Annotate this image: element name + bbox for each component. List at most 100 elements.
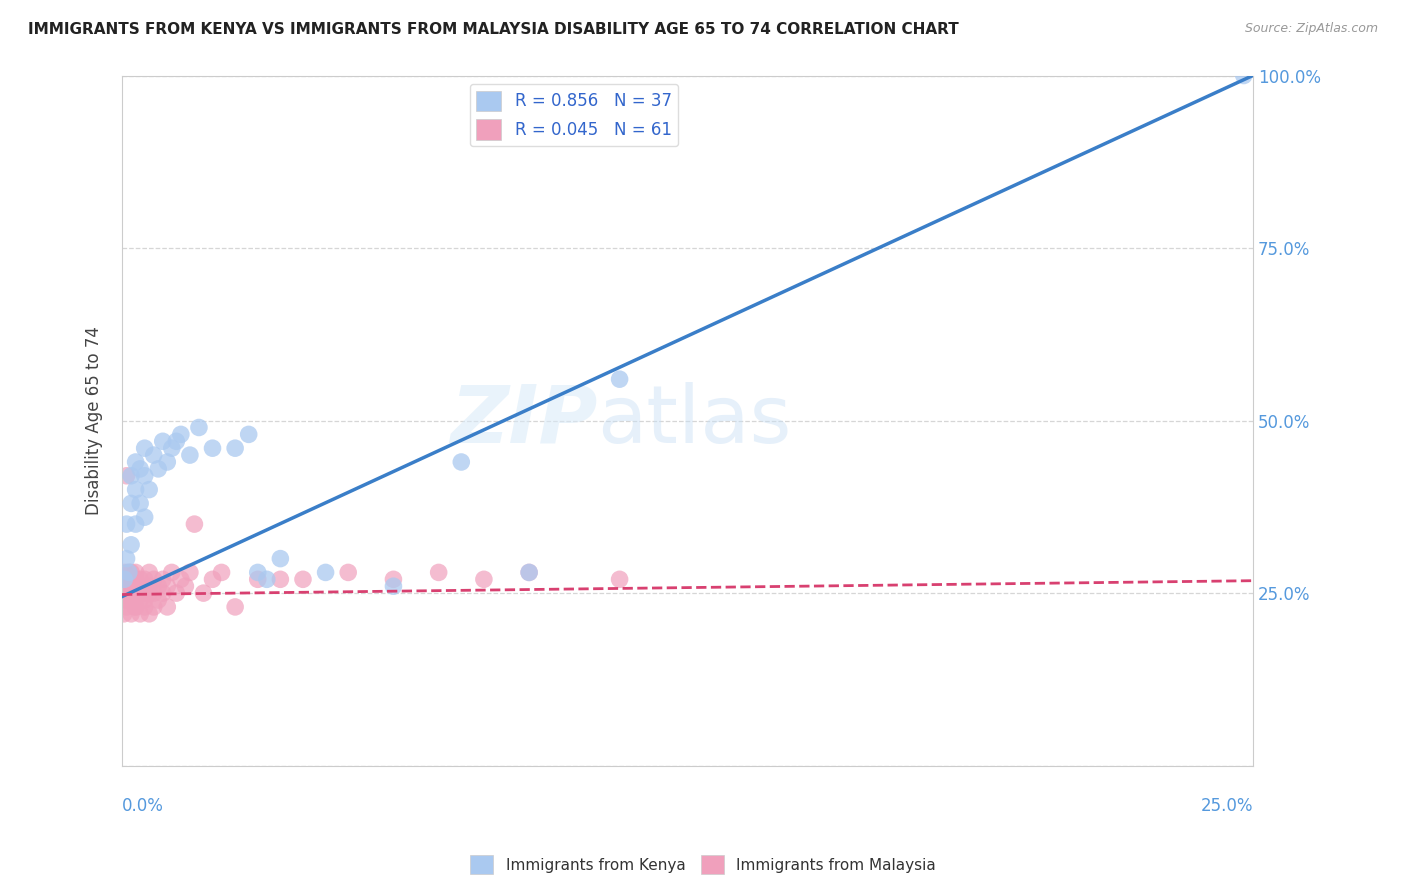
- Point: [120, 586, 142, 600]
- Point: [134, 593, 156, 607]
- Point: [120, 468, 142, 483]
- Point: [148, 593, 170, 607]
- Point: [165, 586, 187, 600]
- Point: [156, 579, 179, 593]
- Point: [152, 434, 174, 449]
- Point: [246, 566, 269, 580]
- Point: [120, 593, 142, 607]
- Point: [156, 455, 179, 469]
- Point: [211, 566, 233, 580]
- Point: [224, 441, 246, 455]
- Point: [120, 579, 142, 593]
- Y-axis label: Disability Age 65 to 74: Disability Age 65 to 74: [86, 326, 103, 515]
- Point: [472, 572, 495, 586]
- Point: [450, 455, 472, 469]
- Point: [124, 517, 146, 532]
- Point: [165, 434, 187, 449]
- Point: [115, 468, 138, 483]
- Point: [112, 572, 135, 586]
- Legend: Immigrants from Kenya, Immigrants from Malaysia: Immigrants from Kenya, Immigrants from M…: [464, 849, 942, 880]
- Point: [138, 607, 160, 621]
- Point: [291, 572, 314, 586]
- Point: [517, 566, 540, 580]
- Point: [170, 572, 193, 586]
- Point: [138, 579, 160, 593]
- Point: [148, 579, 170, 593]
- Point: [269, 551, 291, 566]
- Point: [609, 572, 631, 586]
- Point: [124, 599, 146, 614]
- Point: [124, 599, 146, 614]
- Text: atlas: atlas: [598, 382, 792, 459]
- Text: 0.0%: 0.0%: [122, 797, 165, 814]
- Point: [124, 455, 146, 469]
- Point: [124, 572, 146, 586]
- Point: [134, 572, 156, 586]
- Point: [337, 566, 360, 580]
- Point: [382, 579, 405, 593]
- Point: [256, 572, 278, 586]
- Point: [129, 607, 152, 621]
- Point: [134, 510, 156, 524]
- Point: [427, 566, 450, 580]
- Text: IMMIGRANTS FROM KENYA VS IMMIGRANTS FROM MALAYSIA DISABILITY AGE 65 TO 74 CORREL: IMMIGRANTS FROM KENYA VS IMMIGRANTS FROM…: [28, 22, 959, 37]
- Point: [179, 448, 201, 462]
- Point: [138, 483, 160, 497]
- Point: [118, 566, 141, 580]
- Point: [142, 599, 165, 614]
- Point: [201, 441, 224, 455]
- Point: [129, 462, 152, 476]
- Point: [183, 517, 205, 532]
- Point: [115, 593, 138, 607]
- Point: [120, 566, 142, 580]
- Point: [609, 372, 631, 386]
- Point: [124, 566, 146, 580]
- Point: [382, 572, 405, 586]
- Point: [142, 586, 165, 600]
- Point: [269, 572, 291, 586]
- Point: [115, 586, 138, 600]
- Point: [170, 427, 193, 442]
- Point: [187, 420, 209, 434]
- Point: [115, 551, 138, 566]
- Legend: R = 0.856   N = 37, R = 0.045   N = 61: R = 0.856 N = 37, R = 0.045 N = 61: [470, 84, 678, 146]
- Point: [134, 586, 156, 600]
- Text: 25.0%: 25.0%: [1201, 797, 1253, 814]
- Point: [148, 462, 170, 476]
- Point: [152, 586, 174, 600]
- Point: [129, 593, 152, 607]
- Point: [179, 566, 201, 580]
- Point: [138, 566, 160, 580]
- Point: [120, 496, 142, 510]
- Point: [115, 517, 138, 532]
- Point: [1233, 69, 1256, 83]
- Point: [517, 566, 540, 580]
- Point: [111, 579, 134, 593]
- Point: [152, 572, 174, 586]
- Point: [193, 586, 215, 600]
- Point: [115, 572, 138, 586]
- Point: [201, 572, 224, 586]
- Text: ZIP: ZIP: [450, 382, 598, 459]
- Point: [120, 607, 142, 621]
- Point: [142, 572, 165, 586]
- Point: [129, 579, 152, 593]
- Point: [124, 483, 146, 497]
- Point: [124, 586, 146, 600]
- Point: [134, 599, 156, 614]
- Point: [129, 496, 152, 510]
- Point: [315, 566, 337, 580]
- Point: [160, 441, 183, 455]
- Point: [115, 599, 138, 614]
- Point: [129, 572, 152, 586]
- Point: [138, 586, 160, 600]
- Point: [120, 538, 142, 552]
- Point: [142, 448, 165, 462]
- Point: [238, 427, 260, 442]
- Point: [114, 593, 136, 607]
- Point: [246, 572, 269, 586]
- Point: [115, 579, 138, 593]
- Point: [174, 579, 197, 593]
- Point: [114, 566, 136, 580]
- Point: [134, 441, 156, 455]
